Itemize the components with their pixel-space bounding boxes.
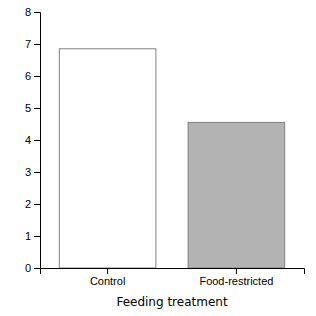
tick-label: 0 (25, 262, 31, 274)
tick-label: 5 (25, 102, 31, 114)
tick: 8 (25, 6, 40, 18)
tick: 5 (25, 102, 40, 114)
tick-label: 2 (25, 198, 31, 210)
tick-label: 4 (25, 134, 31, 146)
tick-label: 1 (25, 230, 31, 242)
tick-mark (34, 236, 40, 237)
tick-mark (34, 12, 40, 13)
tick: Control (90, 268, 125, 287)
tick-label: Control (90, 275, 125, 287)
bar (188, 122, 285, 268)
tick: 4 (25, 134, 40, 146)
axis-domain (34, 13, 41, 269)
tick: 2 (25, 198, 40, 210)
tick-mark (34, 76, 40, 77)
tick-mark (34, 44, 40, 45)
tick-mark (34, 204, 40, 205)
tick-mark (34, 268, 40, 269)
tick-mark (34, 140, 40, 141)
y-axis: 0 1 2 3 4 5 6 7 8 (25, 6, 41, 274)
tick-label: 7 (25, 38, 31, 50)
bars (59, 49, 284, 268)
tick-mark (34, 172, 40, 173)
tick: 3 (25, 166, 40, 178)
tick-label: 8 (25, 6, 31, 18)
tick-label: 3 (25, 166, 31, 178)
x-axis-label: Feeding treatment (116, 295, 227, 309)
bar (59, 49, 156, 268)
tick: 1 (25, 230, 40, 242)
tick-mark (236, 268, 237, 274)
axis-domain (41, 269, 305, 275)
plot-area: 0 1 2 3 4 5 6 7 8 Control Food-restricted (25, 6, 305, 287)
tick: 0 (25, 262, 40, 274)
tick: 7 (25, 38, 40, 50)
tick-mark (34, 108, 40, 109)
tick: 6 (25, 70, 40, 82)
tick-label: Food-restricted (199, 275, 273, 287)
tick-mark (107, 268, 108, 274)
chart-container: 0 1 2 3 4 5 6 7 8 Control Food-restricted Feeding t… (0, 0, 316, 316)
chart-svg: 0 1 2 3 4 5 6 7 8 Control Food-restricted Feeding t… (0, 0, 316, 316)
tick: Food-restricted (199, 268, 273, 287)
tick-label: 6 (25, 70, 31, 82)
x-axis: Control Food-restricted (41, 268, 305, 287)
